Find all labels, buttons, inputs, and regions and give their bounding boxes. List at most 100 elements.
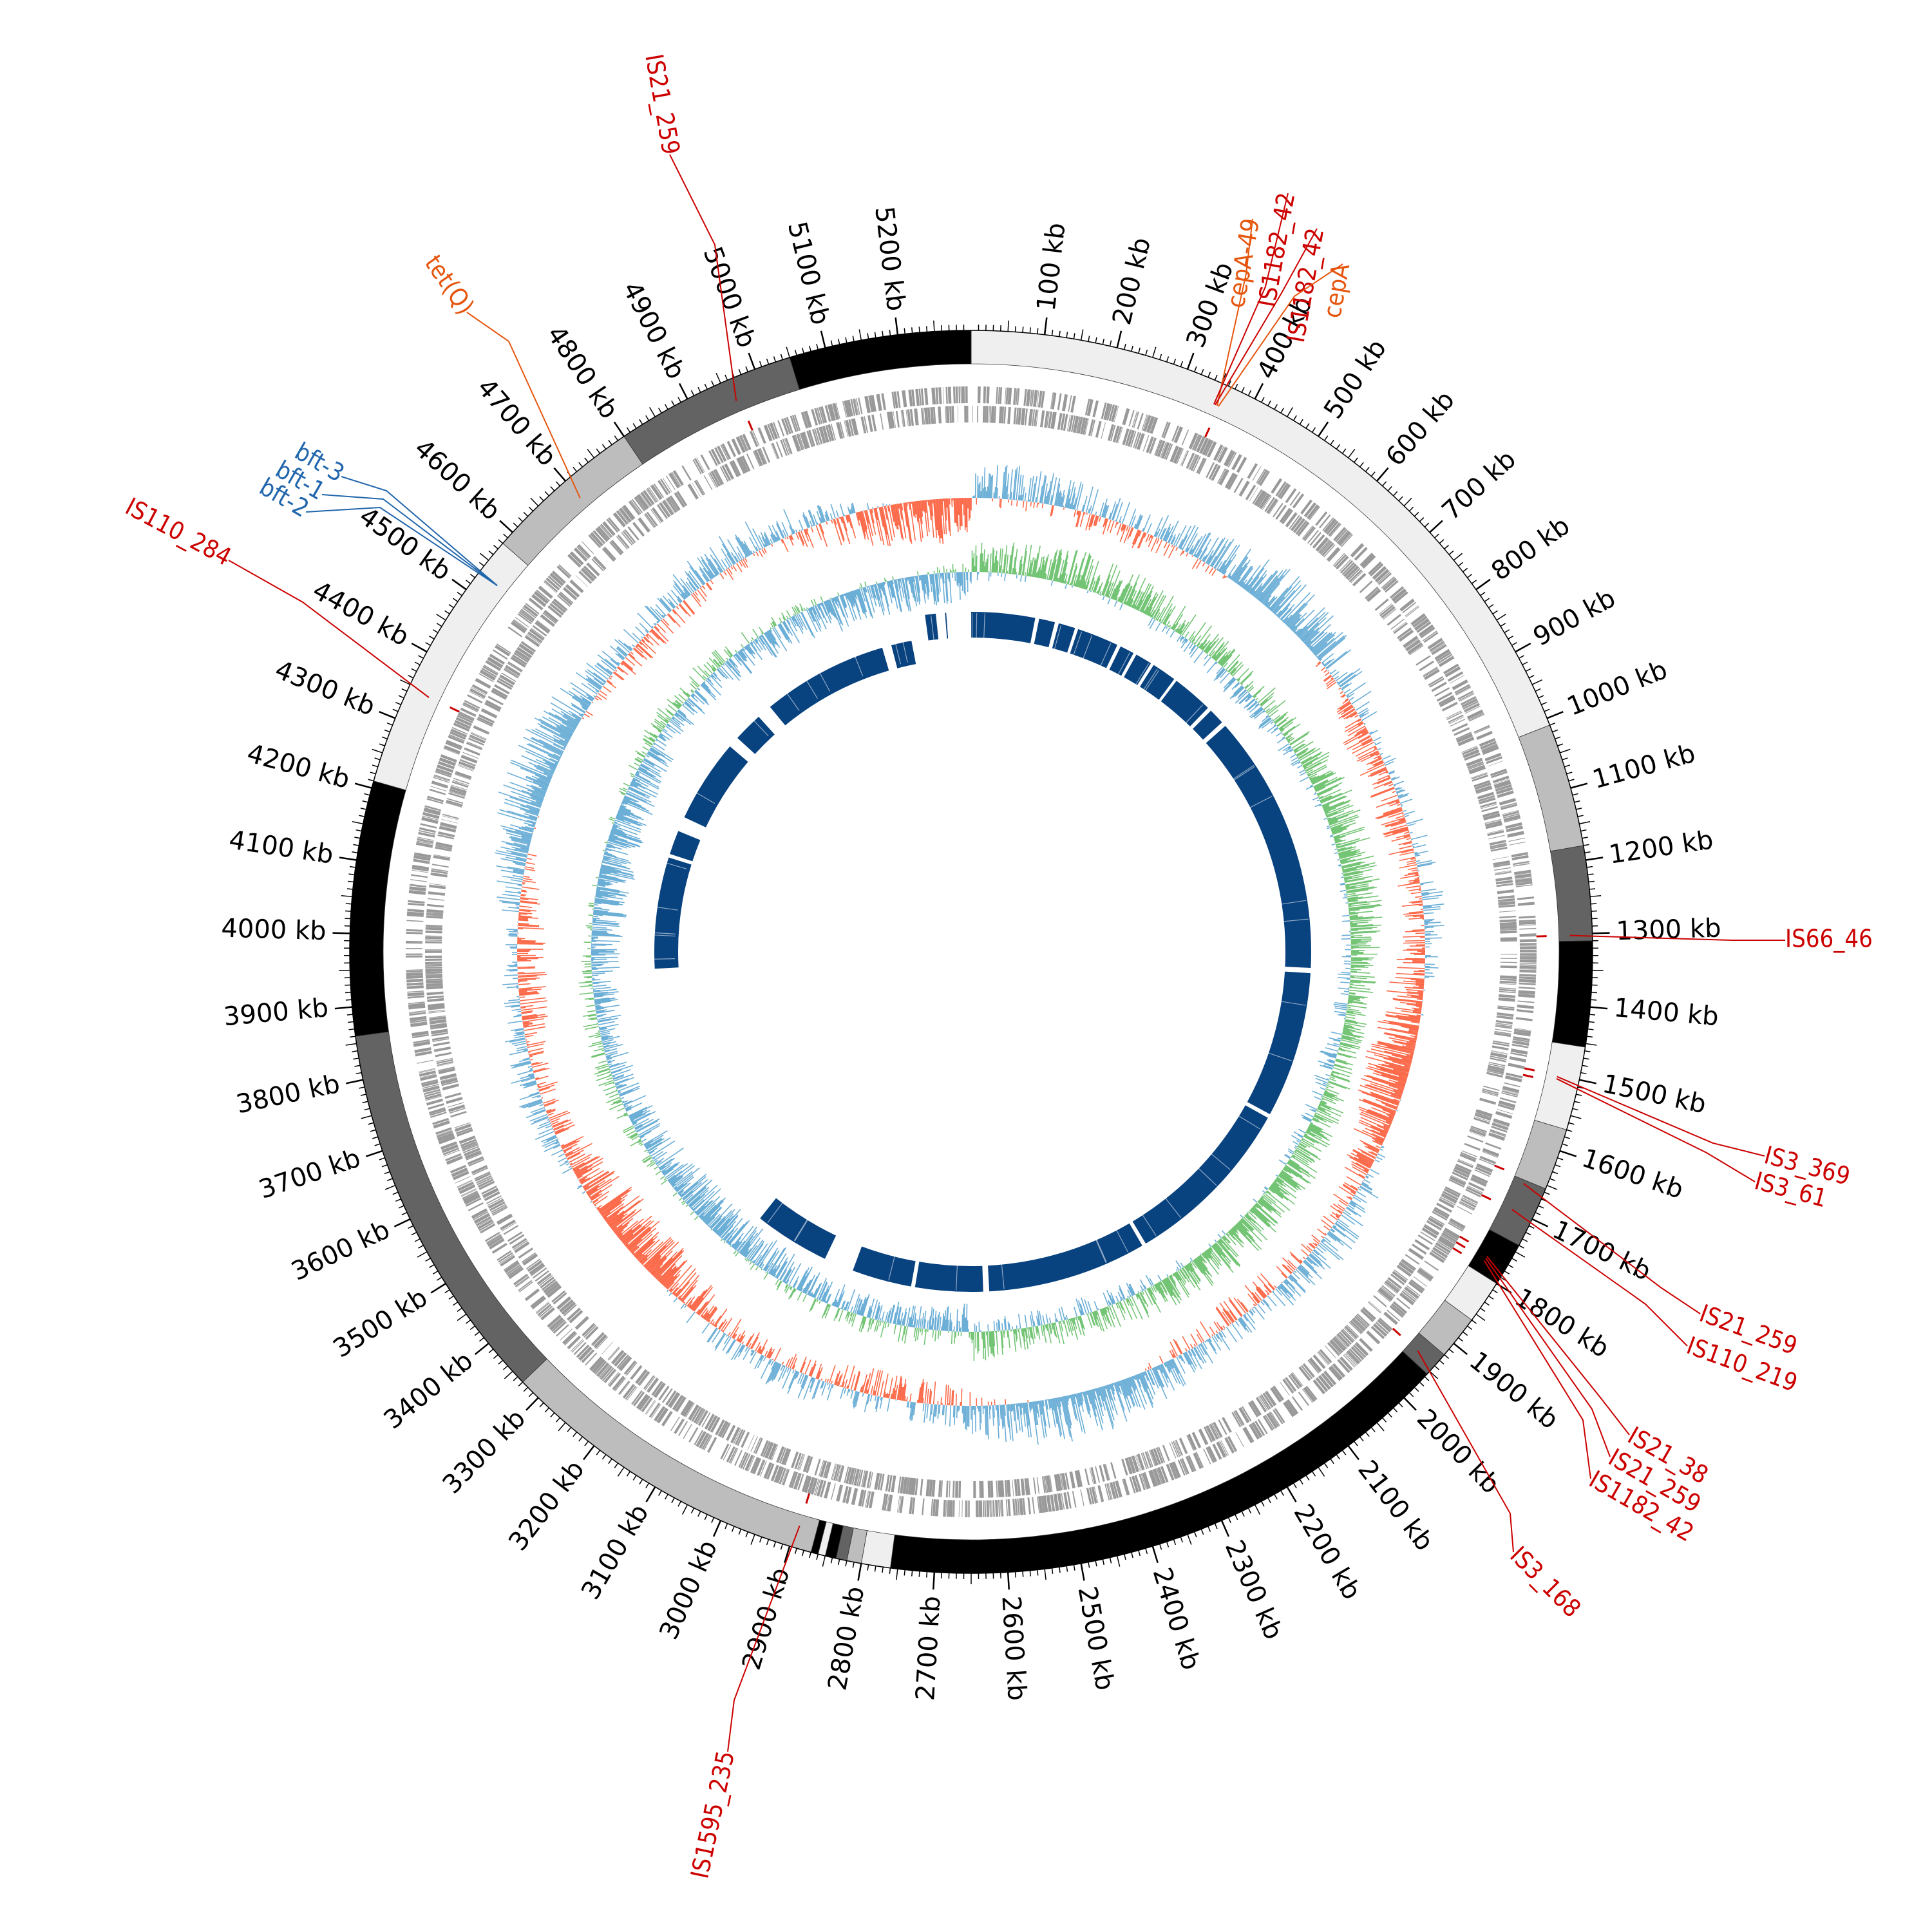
annotation-leader-line	[228, 560, 430, 698]
annotation-leader-line	[341, 476, 498, 587]
ruler-tick-label: 3900 kb	[222, 993, 330, 1032]
major-tick	[895, 317, 899, 335]
annotation-leader-line	[1213, 193, 1289, 405]
ruler-tick-label: 1000 kb	[1563, 655, 1671, 722]
major-tick	[1080, 1563, 1085, 1581]
major-tick	[1546, 711, 1564, 719]
major-tick	[1559, 1150, 1577, 1157]
is-mark	[747, 421, 753, 431]
ruler-tick-label: 1100 kb	[1589, 739, 1698, 795]
major-tick	[1429, 520, 1443, 533]
is-mark	[1392, 1327, 1401, 1336]
major-tick	[1590, 1006, 1608, 1010]
annotation-leader-line	[1485, 1258, 1611, 1457]
ruler-tick-label: 1900 kb	[1464, 1346, 1564, 1435]
major-tick	[393, 1218, 411, 1227]
contig-segment	[373, 543, 529, 791]
homology-block	[853, 1246, 916, 1287]
annotation-leader-line	[466, 312, 581, 498]
annotation-leader-line	[305, 506, 498, 587]
ruler-tick-label: 2400 kb	[1147, 1564, 1206, 1673]
major-tick	[1220, 1520, 1230, 1537]
homology-block	[925, 613, 939, 641]
annotation-leader-line	[1523, 1182, 1701, 1314]
major-tick	[1043, 317, 1048, 335]
ruler-tick-label: 4200 kb	[244, 739, 353, 795]
annotation-leader-line	[1557, 1075, 1765, 1157]
major-tick	[1453, 1343, 1468, 1356]
major-tick	[1186, 352, 1195, 370]
annotation-leader-line	[1216, 218, 1253, 406]
ruler-tick-label: 1400 kb	[1613, 993, 1720, 1032]
ruler-tick-label: 2600 kb	[996, 1595, 1032, 1702]
annotation-leader-line	[1556, 1078, 1756, 1182]
annotation-leader-line	[1569, 934, 1785, 941]
ruler-tick-label: 4600 kb	[408, 433, 506, 526]
contig-segment	[789, 330, 972, 390]
major-tick	[1570, 782, 1588, 789]
contig-segment	[349, 781, 406, 1037]
ruler-tick-label: 500 kb	[1318, 334, 1392, 424]
major-tick	[526, 1397, 539, 1411]
ruler-tick-label: 4000 kb	[221, 913, 327, 946]
annotation-label: IS3_168	[1504, 1541, 1586, 1623]
major-tick	[334, 1006, 352, 1010]
annotation-leader-line	[1417, 1350, 1514, 1553]
homology-breaks	[632, 613, 1309, 1291]
ruler-tick-label: 4500 kb	[354, 501, 456, 586]
homology-block	[760, 1198, 837, 1259]
major-tick	[583, 1445, 595, 1461]
homology-block	[914, 1262, 983, 1292]
contig-segment	[623, 357, 800, 465]
ruler-tick-label: 4700 kb	[471, 373, 562, 472]
major-tick	[1116, 330, 1122, 348]
major-tick	[932, 1572, 936, 1590]
ruler-tick-label: 2900 kb	[737, 1564, 796, 1673]
major-tick	[553, 467, 566, 482]
homology-block	[1034, 618, 1056, 648]
homology-block	[1124, 654, 1151, 685]
is-mark	[1524, 1067, 1535, 1072]
ruler-tick-label: 3200 kb	[503, 1455, 591, 1557]
annotation-label: IS1595_235	[685, 1748, 740, 1881]
ruler-tick-label: 3300 kb	[437, 1404, 532, 1500]
major-tick	[1286, 1486, 1297, 1502]
annotation-leader-line	[1215, 228, 1318, 406]
homology-block	[1193, 710, 1222, 740]
gc-skew-track	[578, 542, 1383, 1361]
ruler-tick-label: 5200 kb	[869, 205, 911, 312]
ruler-tick-label: 3000 kb	[654, 1536, 723, 1644]
ruler-tick-label: 3700 kb	[255, 1143, 364, 1205]
ruler-tick-label: 1500 kb	[1600, 1069, 1709, 1120]
ruler-tick-label: 4300 kb	[270, 655, 379, 722]
annotation-leader-line	[321, 494, 498, 587]
homology-block	[971, 612, 1036, 643]
contig-segment	[1551, 940, 1593, 1048]
major-tick	[1579, 1079, 1596, 1084]
gene-track	[406, 386, 1537, 1517]
gc-content-track	[495, 464, 1444, 1445]
major-tick	[1151, 1546, 1159, 1564]
major-tick	[1475, 578, 1491, 591]
major-tick	[379, 711, 396, 719]
major-tick	[857, 1563, 862, 1581]
ruler-tick-label: 2100 kb	[1352, 1455, 1439, 1557]
ruler-tick-label: 3800 kb	[234, 1069, 343, 1120]
ruler-tick-label: 900 kb	[1528, 583, 1620, 652]
minor-ticks	[339, 320, 1604, 1584]
is-mark	[1452, 1247, 1463, 1255]
ruler-tick-label: 200 kb	[1107, 234, 1157, 328]
homology-block	[737, 717, 775, 754]
contig-ring	[349, 330, 1593, 1574]
annotation-leader-line	[1483, 1260, 1591, 1479]
homology-track	[632, 612, 1311, 1292]
major-tick	[346, 1079, 363, 1084]
ruler-tick-label: 100 kb	[1032, 221, 1072, 312]
major-tick	[430, 1283, 446, 1294]
ruler-tick-label: 3600 kb	[287, 1215, 394, 1287]
homology-block	[945, 612, 949, 639]
homology-block	[1109, 646, 1134, 676]
ruler-tick-label: 4100 kb	[227, 825, 336, 870]
